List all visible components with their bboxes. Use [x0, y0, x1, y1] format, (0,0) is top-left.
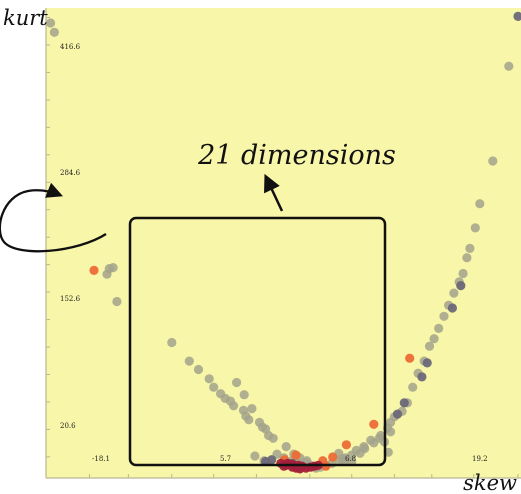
data-point-gray: [239, 390, 249, 400]
data-point-gray: [193, 364, 204, 375]
data-point-gray: [504, 61, 514, 71]
x-tick-label: -18.1: [92, 455, 110, 463]
data-point-gray: [340, 456, 350, 466]
data-point-gray: [268, 433, 278, 443]
data-point-dark: [513, 11, 521, 21]
data-point-gray: [167, 337, 177, 348]
data-point-gray: [462, 253, 472, 263]
data-point-crimson: [295, 464, 305, 474]
data-point-gray: [434, 323, 444, 333]
data-point-gray: [250, 451, 260, 461]
data-point-gray: [232, 377, 242, 388]
data-point-gray: [229, 401, 239, 411]
data-point-gray: [204, 374, 214, 384]
data-point-orange: [291, 450, 301, 460]
data-point-gray: [244, 415, 254, 425]
data-point-gray: [46, 18, 56, 28]
data-point-gray: [209, 382, 219, 392]
data-point-gray: [408, 382, 418, 392]
plot-background: [46, 8, 521, 478]
data-point-gray: [439, 311, 449, 321]
data-point-gray: [458, 268, 468, 279]
x-axis-label: skew: [463, 471, 517, 494]
y-tick-label: 152.6: [60, 295, 81, 303]
x-tick-label: 5.7: [220, 455, 231, 463]
data-point-orange: [405, 353, 415, 363]
data-point-gray: [247, 404, 257, 414]
data-point-gray: [386, 427, 396, 437]
data-point-dark: [392, 409, 403, 419]
data-point-orange: [328, 452, 338, 462]
data-point-dark: [456, 281, 466, 291]
data-point-orange: [341, 440, 351, 450]
data-point-gray: [108, 263, 118, 273]
data-point-dark: [417, 372, 427, 382]
data-point-gray: [488, 156, 498, 166]
data-point-gray: [49, 27, 60, 37]
data-point-gray: [465, 243, 475, 253]
y-tick-label: 284.6: [60, 169, 81, 177]
data-point-gray: [355, 448, 365, 458]
tick-marks: [45, 17, 519, 478]
data-point-gray: [184, 356, 194, 366]
data-point-dark: [422, 358, 432, 368]
data-point-gray: [470, 223, 480, 233]
x-tick-label: 6.8: [345, 455, 356, 463]
data-point-dark: [447, 303, 457, 313]
y-axis-label: kurt: [3, 6, 48, 30]
data-point-gray: [429, 334, 439, 344]
data-point-dark: [399, 398, 409, 408]
annotation-label: 21 dimensions: [197, 140, 396, 171]
x-tick-label: 19.2: [472, 455, 488, 463]
rotation-arrow: [0, 182, 107, 253]
data-points: [46, 11, 521, 474]
data-point-gray: [112, 296, 122, 307]
data-point-dark: [267, 455, 277, 465]
selection-box: [128, 216, 387, 467]
data-point-gray: [281, 442, 291, 452]
data-point-gray: [475, 199, 485, 209]
y-tick-label: 20.6: [60, 422, 76, 430]
data-point-gray: [449, 288, 459, 298]
data-point-orange: [89, 265, 99, 275]
data-point-gray: [424, 341, 435, 351]
y-tick-label: 416.6: [60, 43, 81, 51]
annotation-arrow: [264, 173, 284, 212]
data-point-orange: [369, 419, 379, 429]
